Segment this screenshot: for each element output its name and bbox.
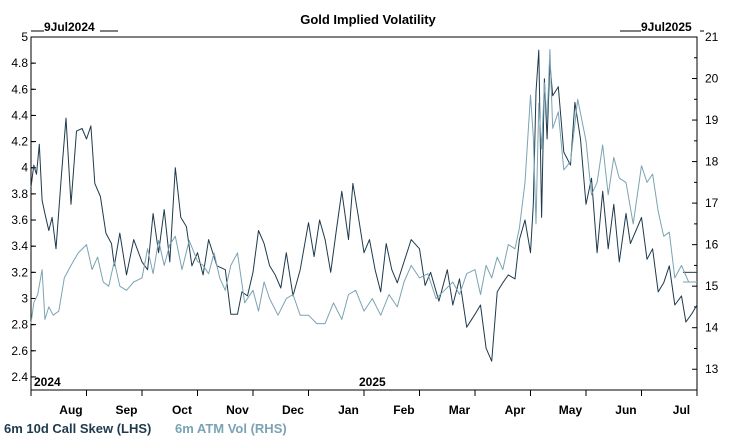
- y-left-tick-label: 5: [21, 30, 28, 44]
- axes: 2.4 2.6 2.8 3 3.2 3.4 3.6 3.8 4 4.2 4.4 4.6 4.8 5 13 14…: [11, 30, 718, 417]
- start-date-label: 9Jul2024: [44, 20, 95, 34]
- y-right-tick-label: 21: [705, 30, 719, 44]
- y-left-tick-label: 4.4: [11, 108, 28, 122]
- y-right-tick-label: 19: [705, 113, 719, 127]
- y-right-tick-label: 16: [705, 238, 719, 252]
- legend-call-skew: 6m 10d Call Skew (LHS): [4, 421, 152, 436]
- y-left-tick-label: 3: [21, 291, 28, 305]
- legend-atm-vol: 6m ATM Vol (RHS): [175, 421, 287, 436]
- x-tick-label: Aug: [59, 403, 82, 417]
- y-left-tick-label: 3.8: [11, 187, 28, 201]
- x-tick-label: Mar: [449, 403, 471, 417]
- x-tick-label: Sep: [115, 403, 137, 417]
- x-tick-label: Feb: [393, 403, 414, 417]
- year-label-2024: 2024: [34, 375, 61, 389]
- series-layer: [30, 49, 698, 362]
- end-date-label: 9Jul2025: [641, 20, 692, 34]
- x-tick-label: Apr: [505, 403, 526, 417]
- x-tick-label: Oct: [172, 403, 192, 417]
- year-label-2025: 2025: [359, 375, 386, 389]
- y-left-tick-label: 3.4: [11, 239, 28, 253]
- y-left-tick-label: 4.6: [11, 82, 28, 96]
- y-right-tick-label: 20: [705, 72, 719, 86]
- y-left-tick-label: 4.2: [11, 135, 28, 149]
- x-tick-label: Jul: [673, 403, 690, 417]
- x-tick-label: Nov: [226, 403, 249, 417]
- chart-title: Gold Implied Volatility: [300, 12, 436, 27]
- y-right-tick-label: 18: [705, 155, 719, 169]
- y-left-tick-label: 2.4: [11, 370, 28, 384]
- y-left-tick-label: 3.2: [11, 265, 28, 279]
- series-line-1: [30, 49, 697, 325]
- series-line-0: [30, 49, 698, 362]
- x-tick-label: May: [559, 403, 583, 417]
- y-left-tick-label: 4: [21, 161, 28, 175]
- plot-area: [30, 36, 698, 391]
- y-left-tick-label: 2.8: [11, 318, 28, 332]
- x-tick-label: Jan: [338, 403, 359, 417]
- x-tick-label: Dec: [282, 403, 304, 417]
- y-right-tick-label: 15: [705, 279, 719, 293]
- y-right-tick-label: 13: [705, 362, 719, 376]
- y-left-tick-label: 4.8: [11, 56, 28, 70]
- y-left-tick-label: 2.6: [11, 344, 28, 358]
- y-right-tick-label: 17: [705, 196, 719, 210]
- y-left-tick-label: 3.6: [11, 213, 28, 227]
- x-tick-label: Jun: [615, 403, 636, 417]
- y-right-tick-label: 14: [705, 321, 719, 335]
